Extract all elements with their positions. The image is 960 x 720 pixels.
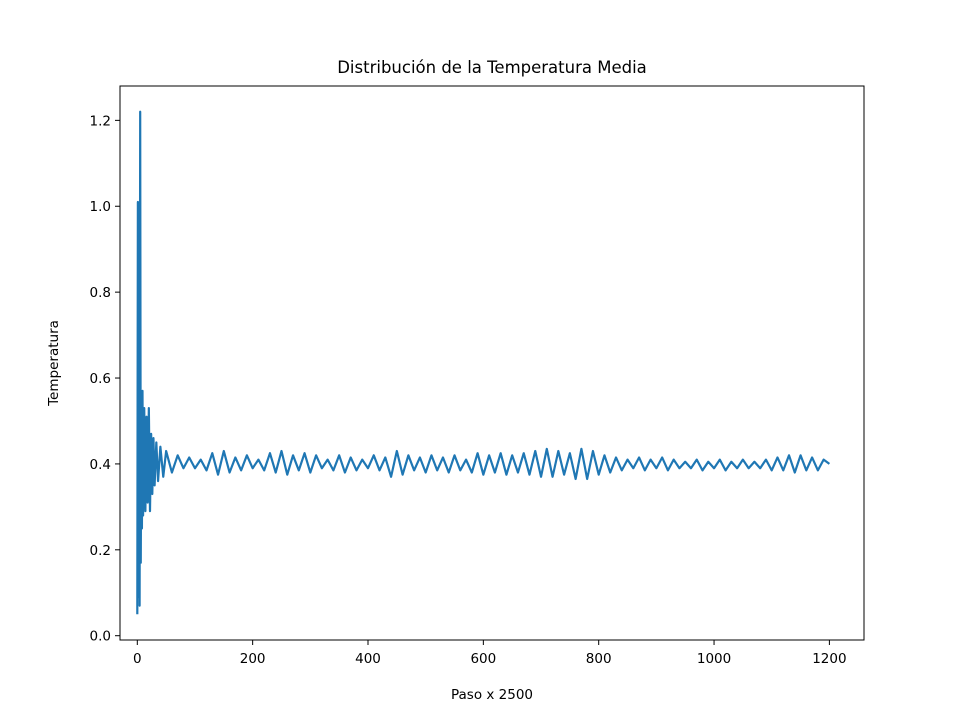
- x-tick-label: 0: [133, 651, 142, 667]
- x-tick-label: 1200: [812, 651, 846, 667]
- y-tick-label: 1.2: [90, 113, 111, 129]
- plot-background: [120, 86, 864, 640]
- y-tick-label: 1.0: [90, 199, 111, 215]
- y-axis-ticks: 0.0 0.2 0.4 0.6 0.8 1.0 1.2: [90, 113, 120, 645]
- x-tick-label: 400: [355, 651, 381, 667]
- x-tick-label: 600: [470, 651, 496, 667]
- y-tick-label: 0.2: [90, 543, 111, 559]
- y-tick-label: 0.4: [90, 457, 111, 473]
- chart-title: Distribución de la Temperatura Media: [337, 58, 647, 77]
- series-layer: [136, 110, 831, 615]
- y-tick-label: 0.6: [90, 371, 111, 387]
- y-tick-label: 0.8: [90, 285, 111, 301]
- x-axis-label: Paso x 2500: [451, 687, 533, 703]
- x-tick-label: 200: [240, 651, 266, 667]
- series-line: [136, 110, 831, 615]
- x-tick-label: 800: [586, 651, 612, 667]
- plot-frame: [119, 85, 865, 641]
- y-axis-label: Temperatura: [46, 320, 62, 407]
- y-tick-label: 0.0: [90, 629, 111, 645]
- x-axis-ticks: 0 200 400 600 800 1000 1200: [133, 640, 847, 667]
- x-tick-label: 1000: [697, 651, 731, 667]
